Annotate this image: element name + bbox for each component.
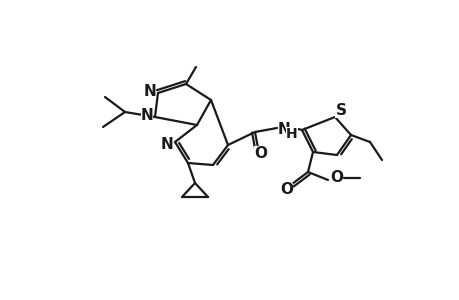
Text: S: S	[335, 103, 346, 118]
Text: N: N	[143, 83, 156, 98]
Text: N: N	[277, 122, 290, 136]
Text: O: O	[330, 170, 343, 185]
Text: N: N	[160, 136, 173, 152]
Text: N: N	[140, 107, 153, 122]
Text: O: O	[280, 182, 293, 197]
Text: H: H	[285, 127, 297, 141]
Text: O: O	[254, 146, 267, 160]
